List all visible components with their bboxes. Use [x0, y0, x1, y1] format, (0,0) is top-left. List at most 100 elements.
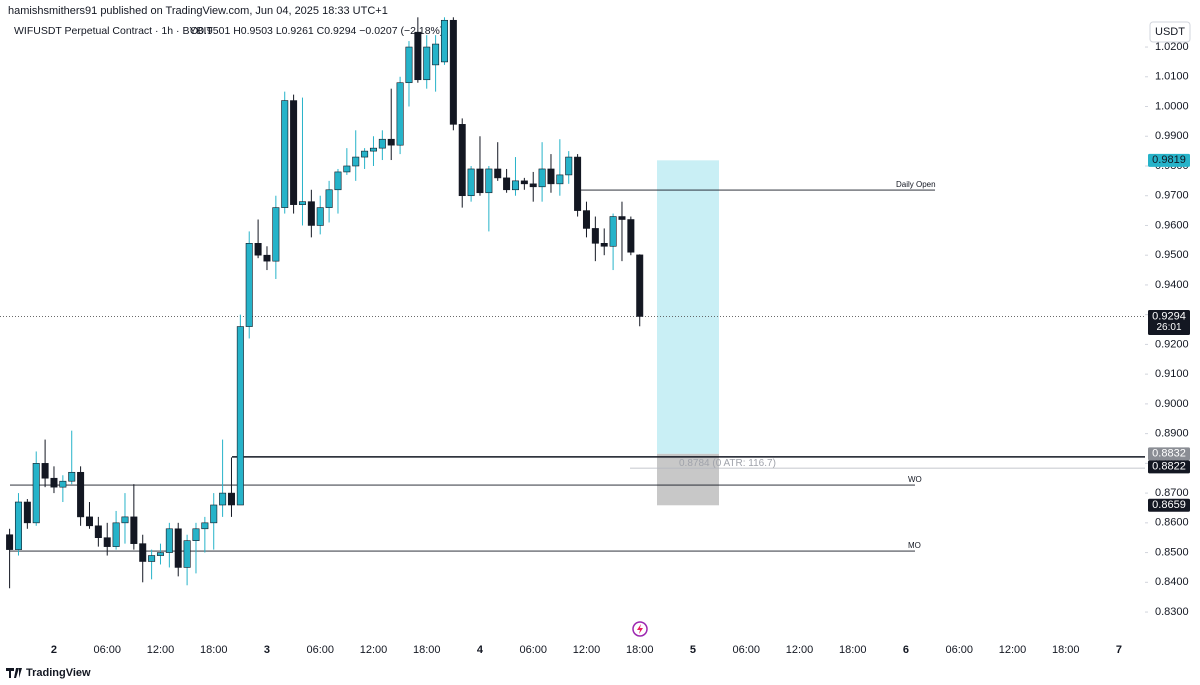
- candle-body: [494, 168, 502, 179]
- x-tick-label: 06:00: [945, 644, 973, 656]
- candle-body: [94, 525, 102, 539]
- candle-body: [316, 207, 324, 226]
- candle-body: [23, 501, 31, 524]
- candle-body: [378, 138, 386, 149]
- currency: USDT: [1155, 26, 1185, 38]
- x-tick-label: 2: [51, 644, 57, 656]
- y-tick-label: 1.0100: [1155, 71, 1189, 83]
- candle-body: [565, 156, 573, 176]
- price-badge-label: 0.9819: [1152, 154, 1186, 166]
- candle-body: [591, 228, 599, 244]
- candle-body: [77, 471, 85, 518]
- y-tick-label: 0.9200: [1155, 338, 1189, 350]
- x-tick-label: 18:00: [1052, 644, 1080, 656]
- candle-body: [210, 504, 218, 524]
- candle-body: [423, 46, 431, 81]
- y-tick-label: 0.9000: [1155, 398, 1189, 410]
- event-icon[interactable]: [632, 621, 648, 637]
- candle-body: [50, 477, 58, 488]
- candle-body: [485, 168, 493, 194]
- candle-body: [201, 522, 209, 530]
- event-icon-bolt: [637, 624, 643, 634]
- price-badge-label: 0.8822: [1152, 461, 1186, 473]
- level-label: Daily Open: [896, 180, 936, 189]
- level-label: MO: [908, 541, 921, 550]
- atr-label: 0.8784 (0 ATR: 116.7): [679, 458, 776, 469]
- candle-body: [254, 243, 262, 256]
- price-badge-label: 0.9294: [1152, 310, 1186, 322]
- candle-body: [281, 100, 289, 208]
- stop-zone: [657, 453, 719, 506]
- x-tick-label: 18:00: [413, 644, 441, 656]
- y-tick-label: 0.8500: [1155, 546, 1189, 558]
- candle-body: [476, 168, 484, 194]
- candle-body: [467, 168, 475, 197]
- ohlc-legend: O0.9501 H0.9503 L0.9261 C0.9294 −0.0207 …: [190, 25, 443, 37]
- candle-body: [432, 43, 440, 66]
- y-tick-label: 0.9500: [1155, 249, 1189, 261]
- candle-body: [325, 189, 333, 208]
- x-tick-label: 12:00: [573, 644, 601, 656]
- candle-body: [85, 516, 93, 527]
- candle-body: [290, 100, 298, 205]
- candle-body: [520, 180, 528, 185]
- candle-body: [68, 471, 76, 482]
- x-tick-label: 7: [1116, 644, 1122, 656]
- x-tick-label: 06:00: [306, 644, 334, 656]
- x-tick-label: 06:00: [519, 644, 547, 656]
- candle-body: [156, 552, 164, 556]
- candle-body: [529, 183, 537, 188]
- countdown: 26:01: [1156, 322, 1181, 333]
- x-tick-label: 5: [690, 644, 696, 656]
- candle-body: [440, 19, 448, 63]
- candle-body: [361, 150, 369, 158]
- x-tick-label: 18:00: [839, 644, 867, 656]
- candle-body: [405, 46, 413, 84]
- candle-body: [174, 528, 182, 568]
- candle-body: [219, 492, 227, 506]
- candle-body: [41, 463, 49, 479]
- candle-body: [130, 516, 138, 544]
- x-tick-label: 12:00: [999, 644, 1027, 656]
- x-tick-label: 06:00: [93, 644, 121, 656]
- candle-body: [103, 537, 111, 547]
- currency-box[interactable]: [1149, 21, 1191, 43]
- candle-body: [618, 216, 626, 220]
- candle-body: [272, 207, 280, 262]
- x-tick-label: 4: [477, 644, 484, 656]
- candle-body: [32, 463, 40, 524]
- candle-body: [582, 210, 590, 229]
- header: hamishsmithers91 published on TradingVie…: [8, 5, 388, 17]
- y-tick-label: 1.0000: [1155, 100, 1189, 112]
- candle-body: [600, 243, 608, 247]
- candle-body: [538, 168, 546, 188]
- y-tick-label: 0.8600: [1155, 517, 1189, 529]
- candle-body: [192, 528, 200, 541]
- candle-body: [121, 516, 129, 524]
- y-tick-label: 0.8300: [1155, 606, 1189, 618]
- candle-body: [298, 201, 306, 205]
- x-tick-label: 3: [264, 644, 270, 656]
- y-tick-label: 1.0200: [1155, 41, 1189, 53]
- candle-body: [574, 156, 582, 211]
- x-tick-label: 6: [903, 644, 909, 656]
- candle-body: [59, 480, 67, 488]
- price-badge-label: 0.8659: [1152, 499, 1186, 511]
- candle-body: [503, 177, 511, 191]
- target-zone: [657, 160, 719, 454]
- symbol-title: WIFUSDT Perpetual Contract · 1h · BYBIT: [14, 25, 213, 37]
- candle-body: [387, 138, 395, 146]
- y-tick-label: 0.8400: [1155, 576, 1189, 588]
- price-badge: [1148, 498, 1190, 512]
- y-tick-label: 0.9700: [1155, 190, 1189, 202]
- candle-body: [183, 540, 191, 568]
- logo: [6, 668, 22, 678]
- x-tick-label: 12:00: [786, 644, 814, 656]
- x-tick-label: 18:00: [200, 644, 228, 656]
- x-tick-label: 06:00: [732, 644, 760, 656]
- footer-brand: TradingView: [26, 667, 91, 679]
- candle-body: [227, 492, 235, 506]
- candle-body: [139, 543, 147, 562]
- candle-body: [609, 216, 617, 247]
